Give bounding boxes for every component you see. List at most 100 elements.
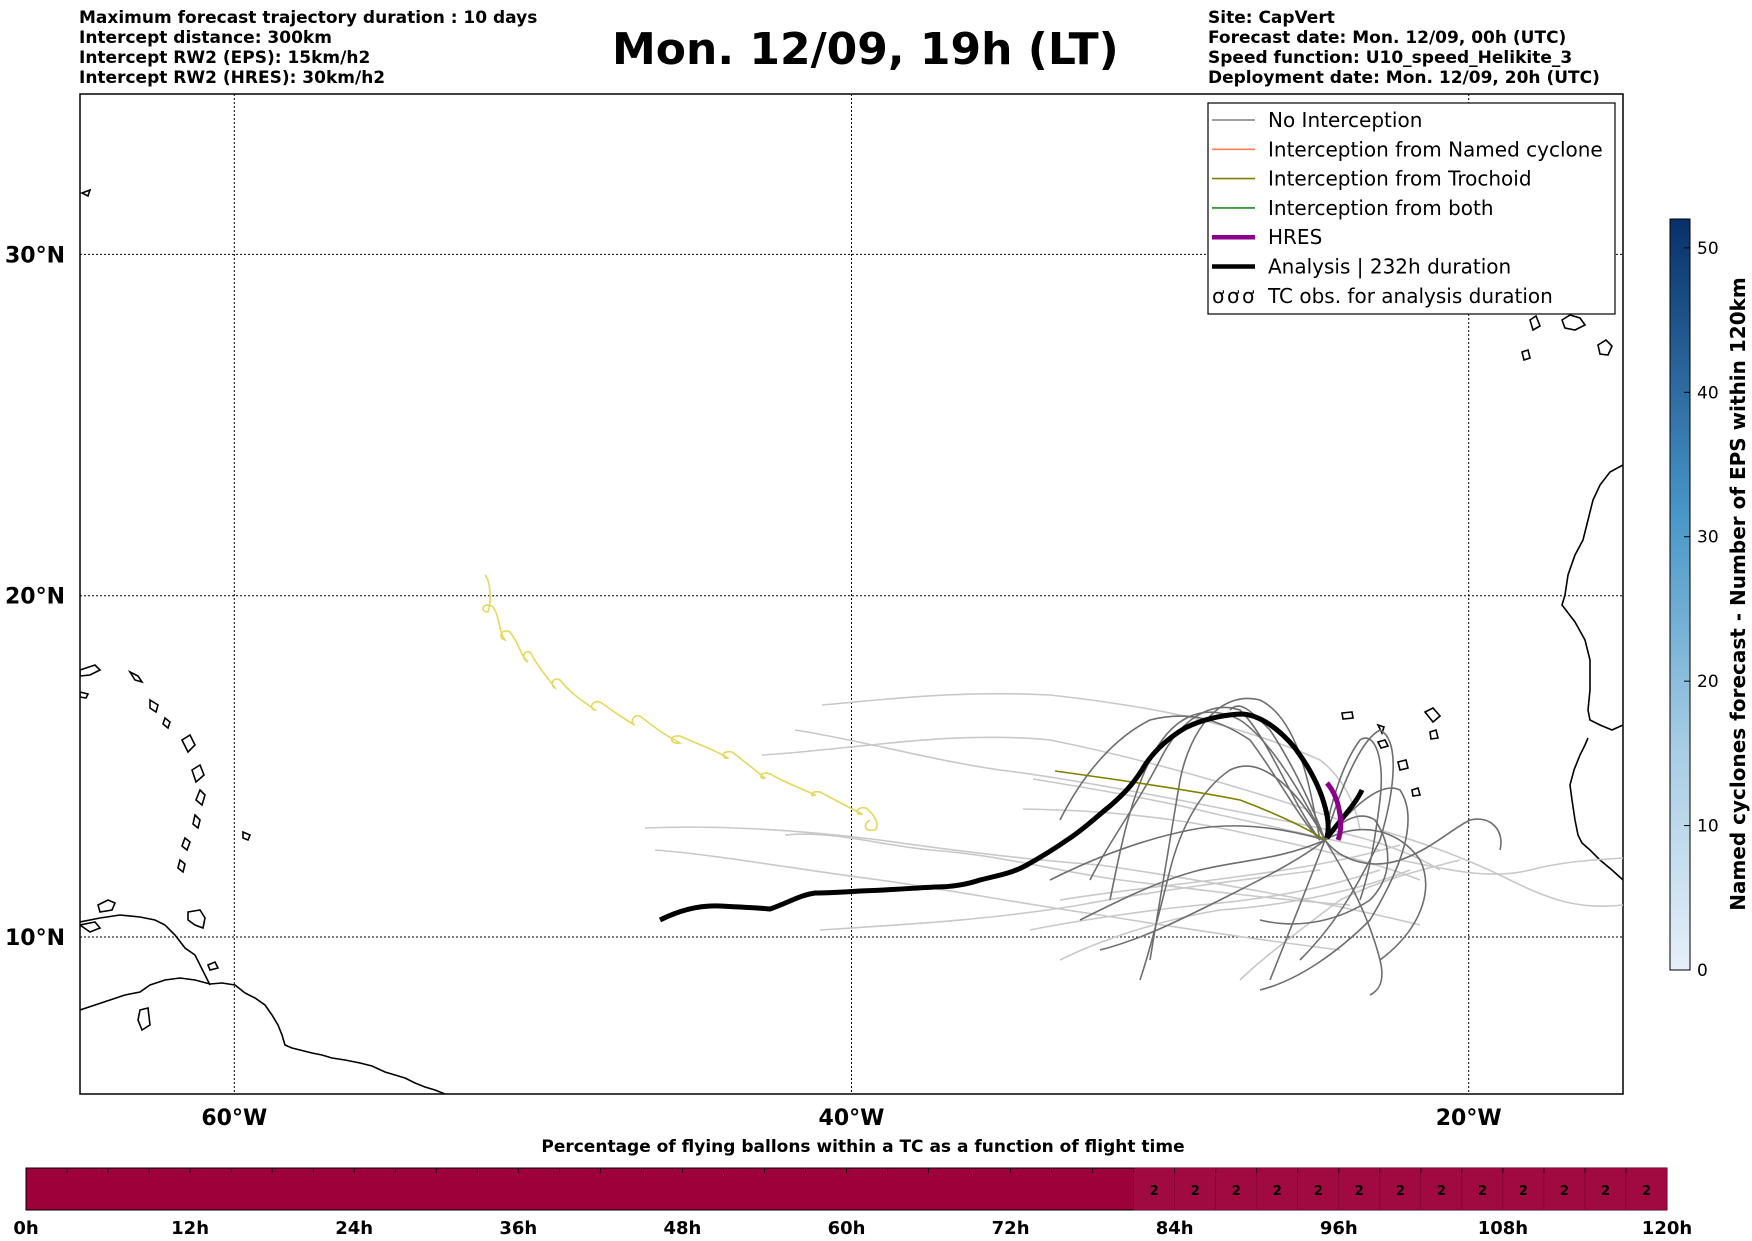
legend-label: Analysis | 232h duration <box>1268 255 1511 279</box>
bar-cell <box>1584 1167 1627 1211</box>
bar-cell-value: 2 <box>1273 1184 1282 1199</box>
bar-cell <box>1133 1167 1175 1211</box>
header-right-line: Site: CapVert <box>1208 8 1335 28</box>
venezuela-coast <box>80 914 211 986</box>
eps-trajectory <box>1259 787 1409 991</box>
eps-trajectory <box>1059 869 1411 961</box>
eps-trajectory <box>1259 815 1389 925</box>
eps-trajectory <box>1324 737 1383 901</box>
eps-trajectory <box>1032 778 1381 851</box>
bar-cell <box>1461 1167 1504 1211</box>
canary-island <box>1529 314 1542 332</box>
antilles-island <box>177 858 186 874</box>
antilles-island <box>242 830 252 842</box>
cape-verde-island <box>1397 759 1409 771</box>
cape-verde-island <box>1376 739 1390 749</box>
antilles-island <box>181 836 191 852</box>
legend-label: Interception from Named cyclone <box>1268 137 1603 161</box>
lon-label: 40°W <box>819 1106 885 1131</box>
eps-trajectory <box>1089 706 1321 881</box>
legend-box <box>1207 102 1616 315</box>
colorbar-tick-label: 50 <box>1697 239 1719 259</box>
eps-trajectory <box>1324 839 1383 996</box>
bar-cell-value: 2 <box>1355 1184 1364 1199</box>
cape-verde-island <box>1429 728 1439 740</box>
antilles-island <box>162 716 171 730</box>
trochoid-interception-trajectory <box>1054 770 1326 841</box>
analysis-trajectory-end <box>1324 788 1365 840</box>
lat-label: 10°N <box>5 926 65 951</box>
colorbar: 0 10 20 30 40 50 Named cyclones forecast - Nu… <box>1669 218 1750 981</box>
south-america-coast <box>80 977 446 1094</box>
colorbar-gradient <box>1669 218 1691 971</box>
bar-tick-label: 120h <box>1642 1218 1692 1239</box>
flight-time-bar: Percentage of flying ballons within a TC… <box>13 1137 1692 1239</box>
eps-trajectory <box>1399 857 1623 875</box>
bar-tick-label: 12h <box>171 1218 209 1239</box>
antilles-island <box>127 670 144 684</box>
bar-cell <box>1256 1167 1299 1211</box>
longitude-labels: 60°W 40°W 20°W <box>201 1106 1501 1131</box>
colorbar-tick-label: 10 <box>1697 817 1719 837</box>
hres-trajectory <box>1325 781 1344 841</box>
colorbar-label: Named cyclones forecast - Number of EPS … <box>1726 277 1750 911</box>
colorbar-tick-label: 0 <box>1697 961 1708 981</box>
header-left: Maximum forecast trajectory duration : 1… <box>79 8 537 88</box>
bar-tick-label: 96h <box>1320 1218 1358 1239</box>
eps-trajectory <box>784 833 1351 906</box>
cape-verde-island <box>1411 786 1422 797</box>
header-left-line: Intercept RW2 (EPS): 15km/h2 <box>79 48 371 68</box>
cyclone-symbol-icon: ơ <box>1227 284 1240 308</box>
legend-label: Interception from Trochoid <box>1268 167 1532 191</box>
canary-island <box>1561 314 1587 331</box>
legend-label: No Interception <box>1268 108 1422 132</box>
bar-cell <box>1338 1167 1381 1211</box>
tc-observed-track <box>482 574 878 832</box>
legend: No Interception Interception from Named c… <box>1207 102 1616 315</box>
bar-tick-label: 24h <box>335 1218 373 1239</box>
bar-tick-label: 84h <box>1156 1218 1194 1239</box>
bar-cell <box>1543 1167 1586 1211</box>
bar-cell-value: 2 <box>1191 1184 1200 1199</box>
header-left-line: Intercept distance: 300km <box>79 28 332 48</box>
bar-tick-label: 108h <box>1478 1218 1528 1239</box>
bar-tick-label: 60h <box>828 1218 866 1239</box>
analysis-trajectory <box>658 711 1331 923</box>
bar-cell <box>1379 1167 1422 1211</box>
cape-verde-island <box>1423 707 1442 724</box>
antilles-island <box>149 698 159 714</box>
eps-trajectory <box>1269 839 1326 981</box>
canary-island <box>1597 338 1613 356</box>
antilles-island <box>80 921 102 933</box>
coastlines <box>80 188 1623 1094</box>
bar-cell-value: 2 <box>1396 1184 1405 1199</box>
colorbar-tick-label: 20 <box>1697 672 1719 692</box>
header-left-line: Intercept RW2 (HRES): 30km/h2 <box>79 68 386 88</box>
bar-cell-value: 2 <box>1437 1184 1446 1199</box>
eps-trajectory <box>761 736 1341 821</box>
eps-trajectory <box>1079 839 1326 921</box>
lat-label: 20°N <box>5 585 65 610</box>
eps-trajectory <box>821 692 1361 831</box>
eps-trajectory <box>1109 711 1326 901</box>
legend-label: Interception from both <box>1268 196 1494 220</box>
antilles-island <box>137 1007 151 1032</box>
antilles-island <box>80 691 90 699</box>
cape-verde-island <box>1341 711 1354 720</box>
bar-tick-label: 48h <box>663 1218 701 1239</box>
tobago-island <box>206 960 220 971</box>
eps-trajectory <box>1324 828 1427 961</box>
eps-trajectory <box>1099 839 1326 951</box>
bar-cell-value: 2 <box>1150 1184 1159 1199</box>
header-right: Site: CapVert Forecast date: Mon. 12/09,… <box>1208 8 1600 88</box>
africa-coast <box>1561 464 1623 731</box>
antilles-island <box>191 763 205 784</box>
bar-cell-value: 2 <box>1642 1184 1651 1199</box>
cape-verde-island <box>1376 723 1386 736</box>
antilles-island <box>195 788 206 807</box>
page-title: Mon. 12/09, 19h (LT) <box>612 24 1119 75</box>
bar-cell-value: 2 <box>1314 1184 1323 1199</box>
trinidad-island <box>187 909 206 930</box>
colorbar-tick-label: 40 <box>1697 383 1719 403</box>
